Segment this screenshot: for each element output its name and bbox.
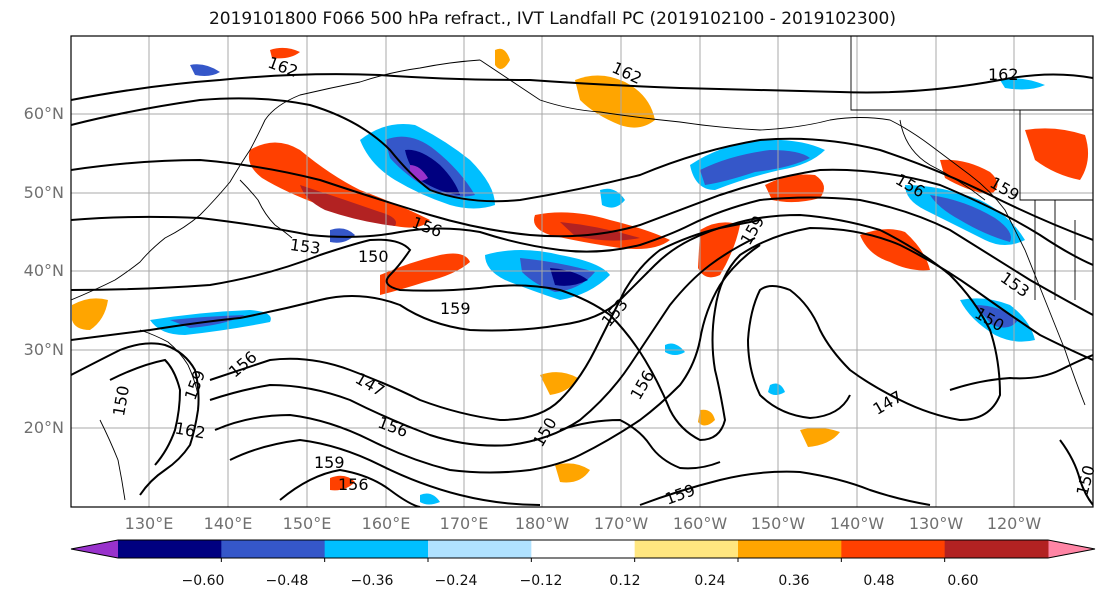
lon-label: 130°W [908, 514, 964, 533]
colorbar-tick-label: −0.36 [350, 573, 394, 589]
colorbar-tick-label: −0.60 [181, 573, 225, 589]
contour-label: 156 [375, 413, 410, 441]
lat-label-30n: 30°N [23, 340, 64, 359]
contour-label: 153 [289, 235, 322, 258]
contour-label: 159 [662, 480, 697, 508]
colorbar-tick-label: −0.48 [265, 573, 309, 589]
contour-label: 159 [314, 453, 345, 472]
contour-label: 150 [109, 384, 133, 417]
colorbar-outline [70, 539, 1096, 559]
contour-label: 156 [225, 347, 261, 381]
contour-label: 153 [598, 295, 632, 331]
colorbar-segment [841, 540, 946, 558]
height-contours [71, 73, 1093, 507]
colorbar-segment [221, 540, 326, 558]
colorbar-segment [634, 540, 739, 558]
colorbar-tick-label: 0.36 [778, 573, 810, 589]
colorbar-segment [118, 540, 222, 558]
colorbar-tick-label: −0.12 [519, 573, 563, 589]
colorbar-segment [944, 540, 1049, 558]
colorbar-high-extension [1048, 540, 1095, 558]
contour-label: 162 [173, 419, 206, 443]
lon-label: 130°E [124, 514, 174, 533]
lat-label-50n: 50°N [23, 183, 64, 202]
lon-label: 140°W [829, 514, 885, 533]
contour-label: 153 [997, 268, 1033, 301]
colorbar-tick-label: 0.12 [609, 573, 641, 589]
lon-label: 150°E [282, 514, 332, 533]
colorbar-tick-label: 0.60 [947, 573, 979, 589]
lon-label: 170°W [593, 514, 649, 533]
lon-label: 150°W [750, 514, 806, 533]
lon-label: 120°W [986, 514, 1042, 533]
map-frame [70, 35, 1094, 508]
colorbar [70, 539, 1096, 562]
lon-label: 160°E [361, 514, 411, 533]
lat-label-40n: 40°N [23, 261, 64, 280]
colorbar-segment [324, 540, 429, 558]
contour-label: 156 [338, 475, 369, 494]
contour-label: 159 [181, 367, 209, 402]
colorbar-tick-label: −0.24 [434, 573, 478, 589]
contour-label: 150 [358, 247, 389, 266]
contour-label: 156 [626, 367, 658, 403]
contour-label-group: 162 162 162 159 159 159 159 159 156 156 … [109, 53, 1099, 509]
contour-label: 162 [988, 65, 1019, 84]
colorbar-low-extension [71, 540, 118, 558]
graticule [71, 36, 1093, 507]
lon-label: 170°E [439, 514, 489, 533]
colorbar-segment [531, 540, 636, 558]
colorbar-tick-label: 0.48 [863, 573, 895, 589]
colorbar-segment [428, 540, 532, 558]
colorbar-segment [738, 540, 842, 558]
lat-label-60n: 60°N [23, 104, 64, 123]
lon-label: 140°E [203, 514, 253, 533]
lat-label-20n: 20°N [23, 418, 64, 437]
map-title: 2019101800 F066 500 hPa refract., IVT La… [208, 9, 896, 29]
contour-label: 147 [870, 387, 906, 419]
lon-label: 160°W [672, 514, 728, 533]
contour-label: 159 [440, 299, 471, 318]
colorbar-tick-label: 0.24 [694, 573, 726, 589]
lon-label: 180°W [514, 514, 570, 533]
